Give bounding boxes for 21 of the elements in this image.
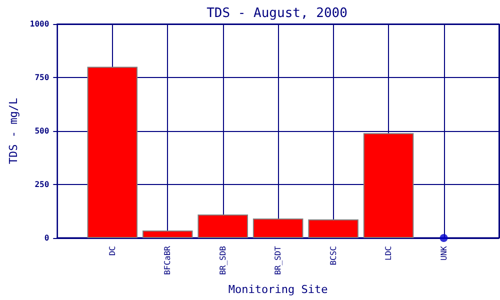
x-tick-label: LDC [384,246,394,260]
y-tick-label: 0 [44,234,50,242]
x-tick-label: DC [108,246,117,256]
x-tick-label: BR_SDT [274,246,283,275]
bar [87,66,138,238]
y-tick-label: 250 [34,180,50,189]
chart-title: TDS - August, 2000 [206,6,348,21]
y-tick-label: 500 [34,126,50,136]
x-tick-label: BFCaBR [163,246,172,275]
y-tick-label: 750 [34,73,50,82]
y-tick-label: 1000 [30,20,50,28]
x-tick-label: BCSC [328,246,338,266]
y-axis-title: TDS - mg/L [7,98,20,164]
bar [142,230,193,238]
bar [363,133,414,238]
bar [198,214,248,238]
x-tick-label: UNK [439,246,448,260]
bar [252,218,304,238]
x-tick-label: BR_SDB [218,246,228,275]
x-axis-title: Monitoring Site [228,283,328,296]
bar [308,219,358,238]
